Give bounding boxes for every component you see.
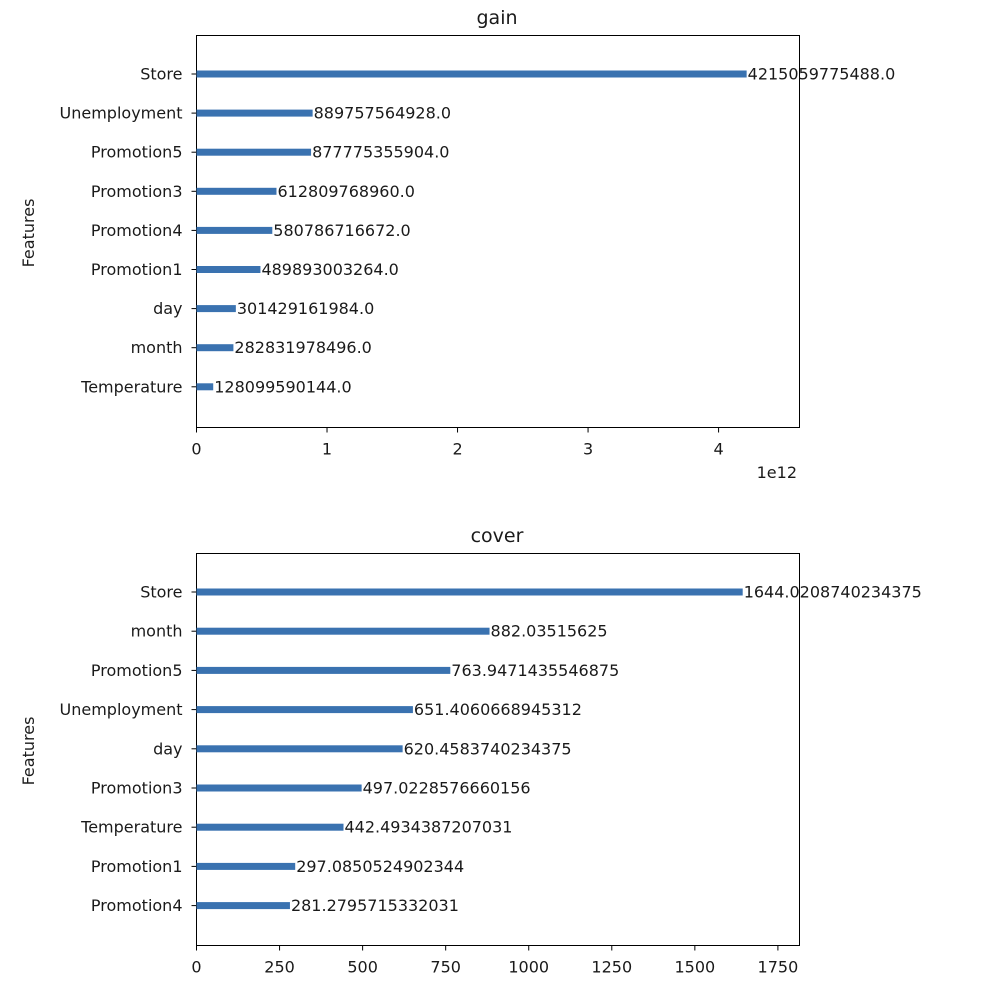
bar-value-label: 282831978496.0: [234, 338, 371, 357]
bar-value-label: 882.03515625: [491, 622, 608, 641]
bar: [196, 383, 214, 391]
bar: [196, 627, 490, 635]
bar: [196, 266, 261, 273]
bar-value-label: 128099590144.0: [214, 377, 351, 396]
y-tick-label: day: [153, 299, 182, 318]
bar: [196, 148, 312, 156]
bar: [196, 823, 344, 831]
y-tick-label: Store: [140, 65, 182, 84]
y-tick-label: Temperature: [80, 818, 182, 837]
y-tick-label: Temperature: [80, 377, 182, 396]
cover-chart-panel: cover Features 0 250 500 750 1000 1250 1500 175…: [19, 525, 922, 977]
bar-value-label: 651.4060668945312: [414, 700, 582, 719]
y-tick-label: Promotion1: [91, 857, 183, 876]
x-tick-label: 2: [452, 440, 462, 459]
y-tick-label: Unemployment: [60, 104, 183, 123]
chart-title: gain: [476, 7, 517, 29]
x-tick-label: 750: [430, 958, 461, 977]
bar-value-label: 297.0850524902344: [296, 857, 464, 876]
bar: [196, 706, 413, 714]
bar-value-label: 301429161984.0: [237, 299, 374, 318]
bar-value-label: 580786716672.0: [273, 221, 410, 240]
bar: [196, 109, 313, 117]
y-axis-label: Features: [19, 199, 38, 268]
bar: [196, 784, 362, 792]
y-tick-label: Promotion3: [91, 182, 183, 201]
bar-value-label: 877775355904.0: [312, 143, 449, 162]
bar: [196, 745, 403, 753]
x-tick-label: 3: [583, 440, 593, 459]
bar-value-label: 763.9471435546875: [451, 661, 619, 680]
y-tick-label: Promotion4: [91, 221, 183, 240]
y-tick-label: Promotion5: [91, 143, 183, 162]
bar-value-label: 620.4583740234375: [404, 739, 572, 758]
bar: [196, 862, 296, 870]
bar: [196, 226, 273, 234]
chart-title: cover: [471, 525, 524, 547]
bar-value-label: 442.4934387207031: [345, 818, 513, 837]
y-tick-label: Promotion4: [91, 896, 183, 915]
x-tick-label: 0: [191, 958, 201, 977]
bar-value-label: 1644.0208740234375: [744, 583, 922, 602]
y-tick-label: month: [131, 338, 183, 357]
x-tick-label: 500: [347, 958, 378, 977]
bar: [196, 666, 451, 674]
x-tick-label: 1: [322, 440, 332, 459]
y-tick-label: Promotion1: [91, 260, 183, 279]
y-axis-label: Features: [19, 717, 38, 786]
x-tick-label: 4: [713, 440, 723, 459]
gain-chart-panel: gain Features 1e12 0 1 2 3 4 Store 42150597754…: [19, 7, 895, 482]
x-tick-label: 250: [264, 958, 295, 977]
bar: [196, 70, 747, 78]
y-tick-label: Store: [140, 583, 182, 602]
y-tick-label: Promotion5: [91, 661, 183, 680]
bar: [196, 187, 277, 195]
bar: [196, 305, 236, 313]
y-tick-label: month: [131, 622, 183, 641]
bar-value-label: 489893003264.0: [261, 260, 398, 279]
x-tick-label: 0: [191, 440, 201, 459]
y-tick-label: Promotion3: [91, 779, 183, 798]
y-tick-label: Unemployment: [60, 700, 183, 719]
bar-value-label: 281.2795715332031: [291, 896, 459, 915]
x-tick-label: 1750: [758, 958, 799, 977]
x-tick-label: 1250: [591, 958, 632, 977]
bar: [196, 344, 234, 352]
bar-value-label: 497.0228576660156: [363, 779, 531, 798]
x-tick-label: 1000: [508, 958, 549, 977]
x-axis-offset-label: 1e12: [757, 463, 797, 482]
bar: [196, 902, 290, 910]
bar: [196, 588, 743, 596]
bar-value-label: 612809768960.0: [277, 182, 414, 201]
y-tick-label: day: [153, 739, 182, 758]
bar-value-label: 4215059775488.0: [748, 65, 896, 84]
x-tick-label: 1500: [674, 958, 715, 977]
bar-value-label: 889757564928.0: [314, 104, 451, 123]
